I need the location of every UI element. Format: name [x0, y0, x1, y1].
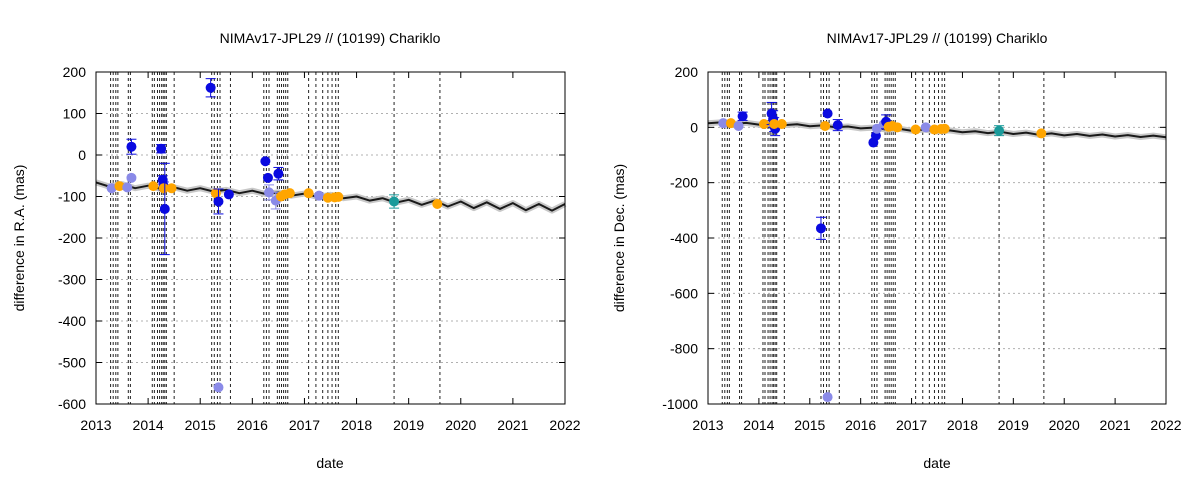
data-point-12	[205, 82, 216, 93]
x-tick-label: 2017	[896, 417, 927, 433]
data-point-30	[389, 196, 400, 207]
data-point-16	[223, 189, 234, 200]
data-point-3	[737, 111, 748, 122]
data-point-15	[213, 382, 224, 393]
data-point-31	[432, 198, 443, 209]
y-tick-label: -300	[58, 272, 86, 288]
x-tick-label: 2018	[947, 417, 978, 433]
y-tick-label: -600	[670, 285, 698, 301]
x-tick-label: 2013	[692, 417, 723, 433]
x-tick-label: 2015	[185, 417, 216, 433]
y-tick-label: -800	[670, 341, 698, 357]
data-point-5	[148, 181, 159, 192]
y-axis-label: difference in Dec. (mas)	[611, 164, 627, 312]
y-axis-label: difference in R.A. (mas)	[11, 165, 27, 312]
dec-residual-chart: NIMAv17-JPL29 // (10199) Chariklo date d…	[611, 30, 1182, 471]
data-point-12	[820, 120, 831, 131]
x-tick-label: 2021	[1100, 417, 1131, 433]
data-point-1	[114, 181, 125, 192]
chart-title: NIMAv17-JPL29 // (10199) Chariklo	[827, 30, 1048, 46]
data-point-25	[303, 188, 314, 199]
data-point-13	[822, 108, 833, 119]
chart-title: NIMAv17-JPL29 // (10199) Chariklo	[220, 30, 441, 46]
data-point-2	[733, 120, 744, 131]
data-point-14	[822, 392, 833, 403]
data-point-11	[166, 183, 177, 194]
x-tick-label: 2022	[1150, 417, 1181, 433]
x-tick-label: 2013	[80, 417, 111, 433]
data-point-3	[126, 172, 137, 183]
y-tick-label: 200	[63, 64, 87, 80]
data-point-23	[892, 122, 903, 133]
data-point-0	[106, 183, 117, 194]
data-point-17	[260, 156, 271, 167]
x-tick-label: 2016	[237, 417, 268, 433]
data-point-25	[920, 122, 931, 133]
data-point-24	[910, 124, 921, 135]
data-point-24	[284, 188, 295, 199]
y-tick-label: -100	[58, 189, 86, 205]
data-point-9	[769, 119, 780, 130]
y-tick-label: 100	[63, 106, 87, 122]
x-tick-label: 2014	[133, 417, 164, 433]
y-tick-label: -200	[670, 175, 698, 191]
data-point-9	[158, 183, 169, 194]
y-tick-label: -400	[58, 313, 86, 329]
y-tick-label: 0	[78, 147, 86, 163]
x-tick-label: 2020	[445, 417, 476, 433]
ra-residual-chart: NIMAv17-JPL29 // (10199) Chariklo date d…	[11, 30, 581, 471]
x-tick-label: 2015	[794, 417, 825, 433]
data-point-28	[939, 123, 950, 134]
data-point-4	[758, 119, 769, 130]
data-point-15	[832, 120, 843, 131]
y-tick-label: -600	[58, 396, 86, 412]
x-axis-label: date	[316, 455, 343, 471]
y-tick-label: -500	[58, 355, 86, 371]
x-tick-label: 2017	[289, 417, 320, 433]
y-tick-label: -200	[58, 230, 86, 246]
data-point-14	[213, 196, 224, 207]
data-point-21	[273, 168, 284, 179]
data-point-4	[126, 141, 137, 152]
y-tick-label: 0	[690, 119, 698, 135]
data-point-29	[333, 191, 344, 202]
data-point-19	[264, 187, 275, 198]
y-tick-label: -1000	[662, 396, 698, 412]
y-tick-label: 200	[675, 64, 699, 80]
x-tick-label: 2021	[497, 417, 528, 433]
data-point-30	[1036, 128, 1047, 139]
x-tick-label: 2020	[1049, 417, 1080, 433]
data-point-10	[159, 203, 170, 214]
y-tick-label: -400	[670, 230, 698, 246]
x-tick-label: 2022	[549, 417, 580, 433]
data-point-2	[122, 182, 133, 193]
data-point-10	[776, 119, 787, 130]
x-tick-label: 2014	[743, 417, 774, 433]
data-point-26	[314, 190, 325, 201]
x-tick-label: 2018	[341, 417, 372, 433]
data-point-29	[994, 125, 1005, 136]
data-point-11	[815, 223, 826, 234]
data-point-1	[725, 118, 736, 129]
data-point-18	[262, 172, 273, 183]
x-tick-label: 2019	[998, 417, 1029, 433]
data-point-0	[718, 118, 729, 129]
x-tick-label: 2016	[845, 417, 876, 433]
data-point-6	[156, 143, 167, 154]
x-tick-label: 2019	[393, 417, 424, 433]
x-axis-label: date	[923, 455, 950, 471]
